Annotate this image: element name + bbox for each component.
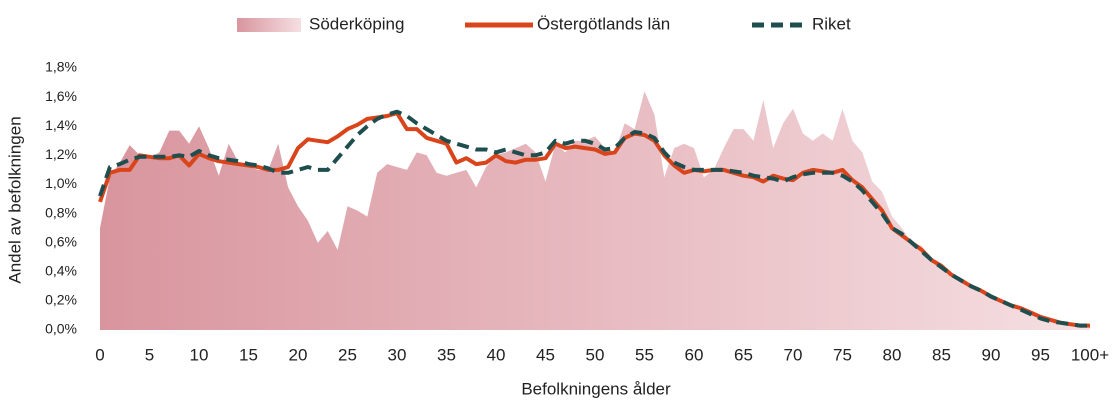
x-tick-label: 60 [685, 345, 704, 364]
y-tick-label: 1,8% [45, 59, 77, 75]
x-axis-label: Befolkningens ålder [521, 379, 671, 398]
y-tick-label: 0,8% [45, 204, 77, 220]
y-tick-label: 1,6% [45, 88, 77, 104]
x-tick-label: 5 [145, 345, 154, 364]
area [100, 91, 1090, 330]
x-tick-label: 90 [982, 345, 1001, 364]
y-tick-label: 1,2% [45, 146, 77, 162]
y-tick-label: 0,0% [45, 321, 77, 337]
x-tick-label: 70 [784, 345, 803, 364]
y-tick-label: 1,4% [45, 117, 77, 133]
x-tick-label: 95 [1031, 345, 1050, 364]
dashed-line [98, 109, 1090, 328]
x-tick-label: 30 [388, 345, 407, 364]
legend-label: Östergötlands län [537, 14, 670, 33]
x-tick-label: 15 [239, 345, 258, 364]
legend-label: Riket [812, 14, 851, 33]
x-tick-label: 55 [635, 345, 654, 364]
y-tick-label: 0,2% [45, 292, 77, 308]
y-tick-label: 1,0% [45, 175, 77, 191]
x-tick-label: 20 [289, 345, 308, 364]
y-tick-label: 0,4% [45, 262, 77, 278]
x-tick-label: 10 [190, 345, 209, 364]
x-tick-label: 45 [536, 345, 555, 364]
x-tick-label: 35 [437, 345, 456, 364]
x-tick-label: 25 [338, 345, 357, 364]
x-tick-label: 50 [586, 345, 605, 364]
x-tick-label: 85 [932, 345, 951, 364]
legend-label: Söderköping [309, 14, 404, 33]
x-tick-label: 0 [95, 345, 104, 364]
x-tick-label: 40 [487, 345, 506, 364]
x-tick-label: 65 [734, 345, 753, 364]
y-tick-label: 0,6% [45, 233, 77, 249]
x-tick-label: 100+ [1071, 345, 1109, 364]
legend-swatch [237, 18, 301, 32]
x-tick-label: 75 [833, 345, 852, 364]
x-tick-label: 80 [883, 345, 902, 364]
y-axis-label: Andel av befolkningen [5, 116, 24, 283]
